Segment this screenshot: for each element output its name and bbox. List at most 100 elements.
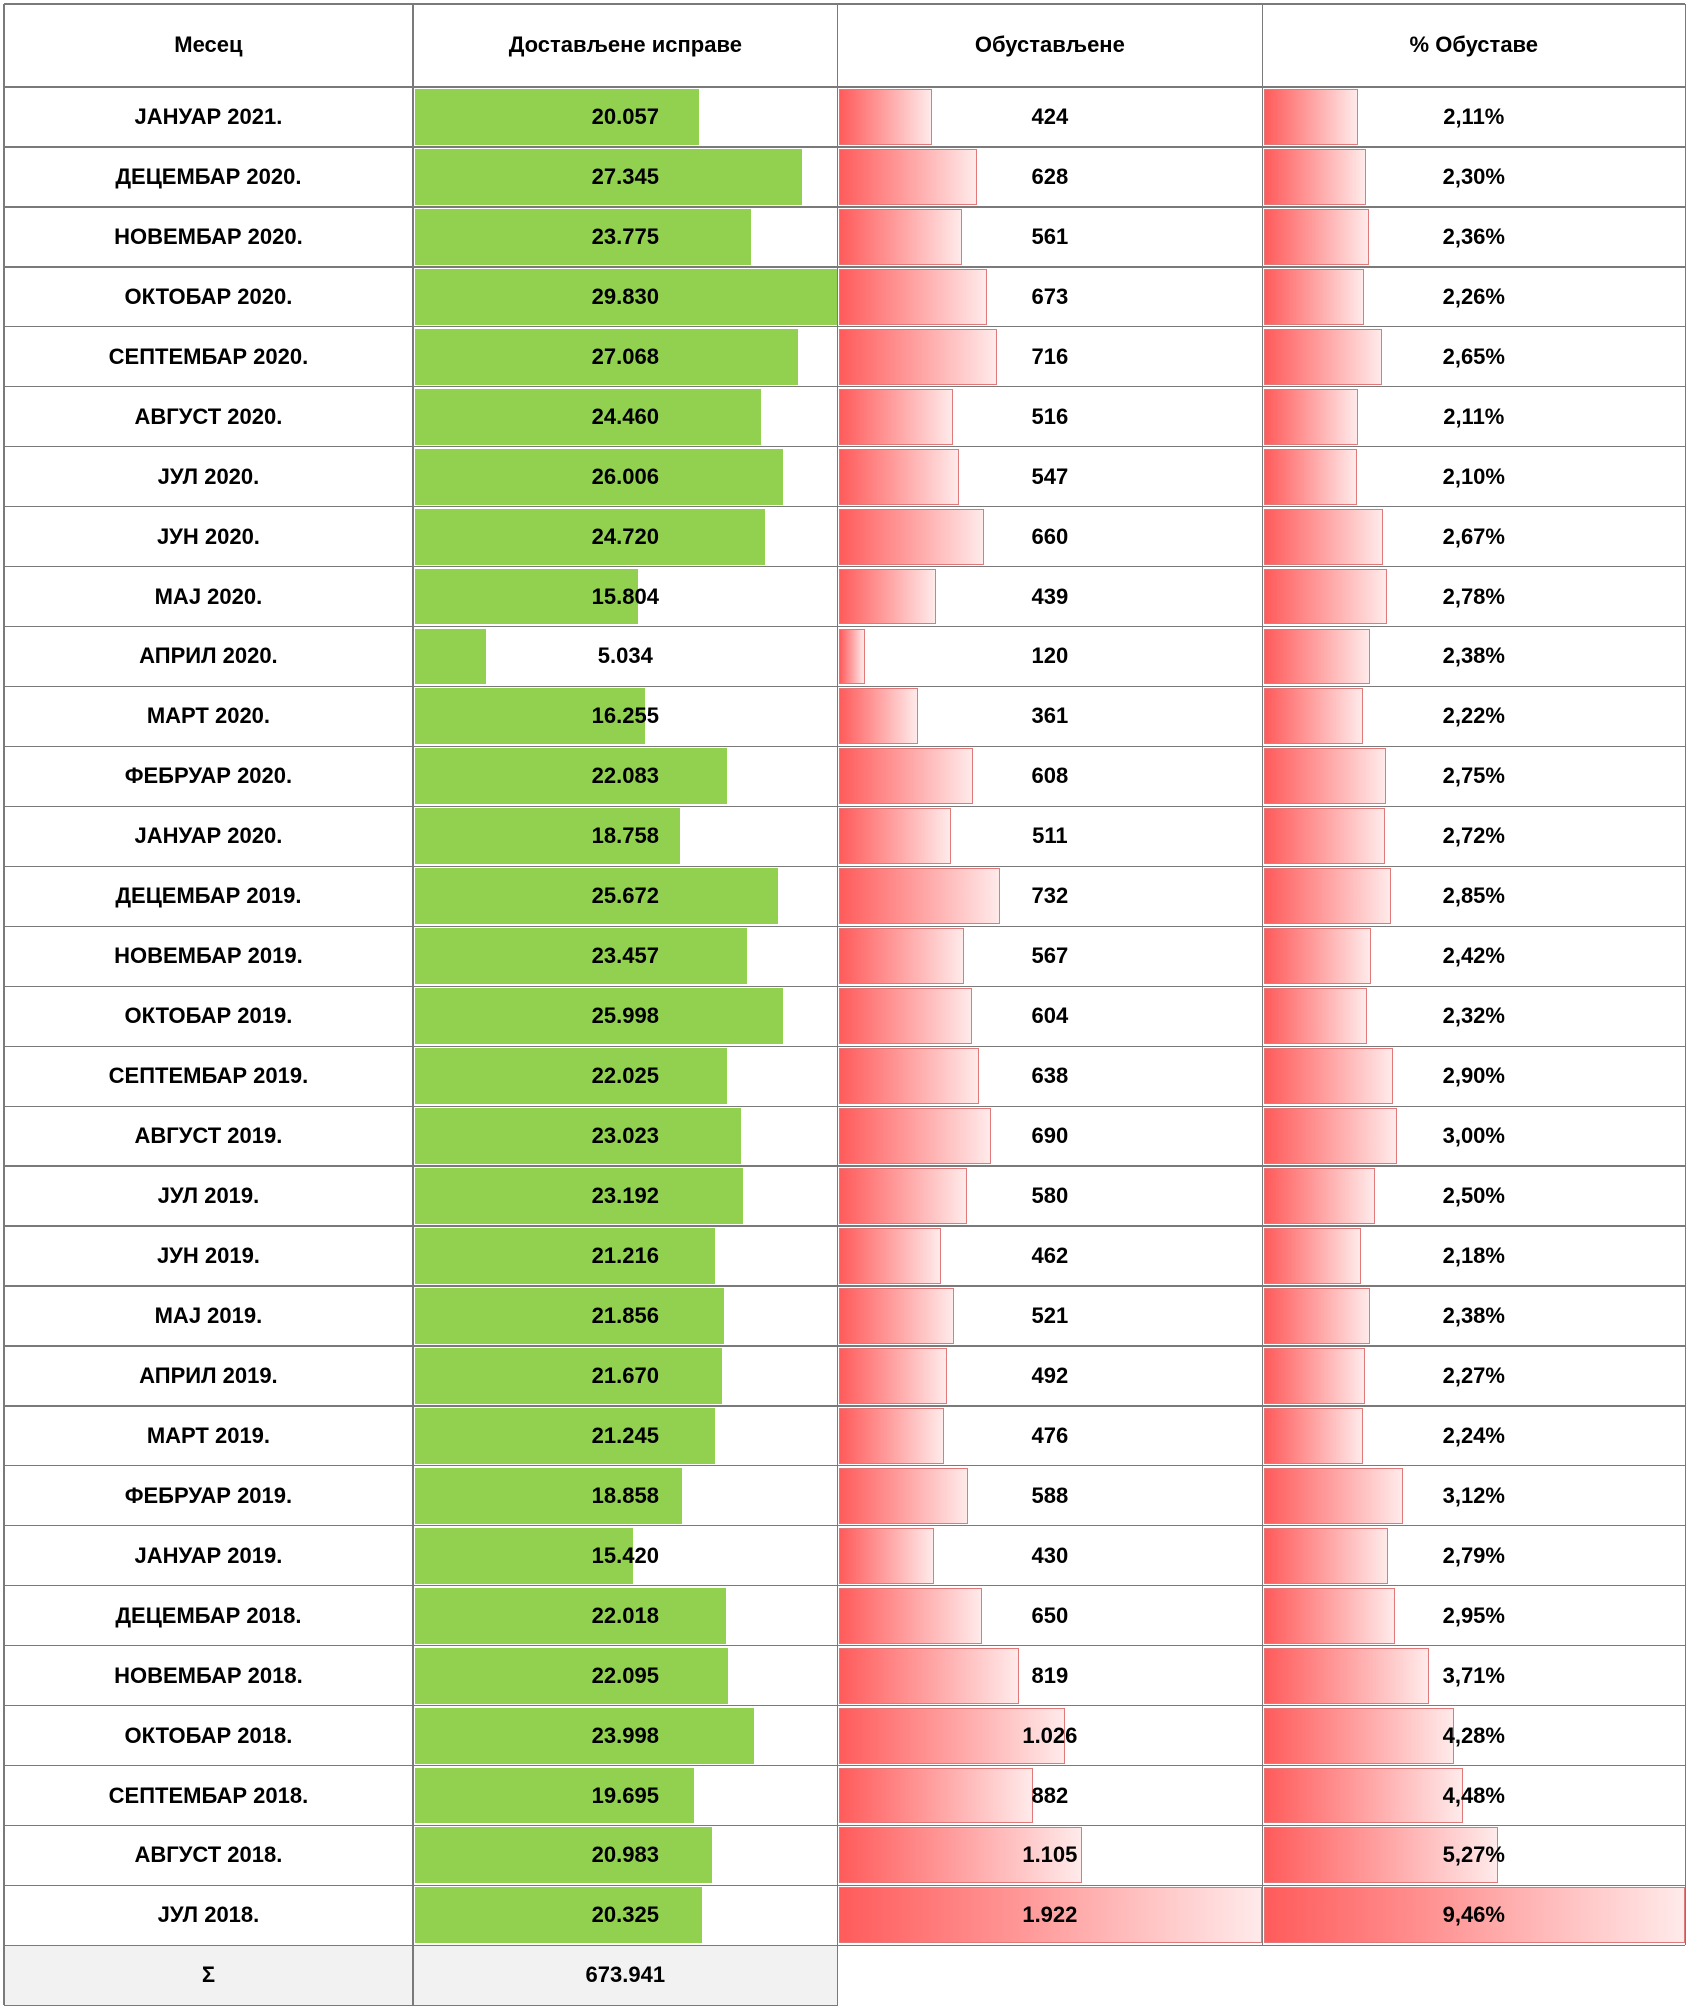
percent-value: 2,11% bbox=[1443, 103, 1505, 129]
delivered-bar bbox=[414, 208, 752, 265]
grid-line-horizontal bbox=[3, 1225, 1686, 1227]
delivered-value: 23.192 bbox=[591, 1183, 659, 1209]
grid-line-vertical bbox=[837, 3, 839, 2006]
percent-bar bbox=[1263, 1287, 1370, 1344]
delivered-value: 5.034 bbox=[597, 643, 653, 669]
percent-value: 2,50% bbox=[1442, 1183, 1505, 1209]
percent-value: 2,67% bbox=[1442, 523, 1505, 549]
delivered-bar bbox=[414, 1467, 682, 1524]
grid-line-horizontal bbox=[3, 1045, 1686, 1047]
delivered-value: 20.325 bbox=[591, 1902, 659, 1928]
month-cell: ЈАНУАР 2019. bbox=[134, 1542, 283, 1568]
month-cell: НОВЕМБАР 2018. bbox=[114, 1662, 303, 1688]
percent-value: 2,30% bbox=[1442, 163, 1505, 189]
summary-label: Σ bbox=[201, 1962, 216, 1988]
suspended-value: 567 bbox=[1031, 943, 1069, 969]
suspended-value: 1.922 bbox=[1022, 1902, 1078, 1928]
percent-bar bbox=[1263, 928, 1372, 985]
grid-line-horizontal bbox=[3, 1405, 1686, 1407]
grid-line-horizontal bbox=[3, 1525, 1686, 1527]
suspended-bar bbox=[839, 88, 933, 145]
grid-line-horizontal bbox=[3, 506, 1686, 508]
month-cell: АВГУСТ 2018. bbox=[134, 1842, 283, 1868]
percent-value: 2,22% bbox=[1442, 703, 1505, 729]
header-suspended: Обустављене bbox=[974, 32, 1125, 58]
grid-line-horizontal bbox=[3, 685, 1686, 688]
suspended-bar bbox=[839, 688, 919, 745]
percent-bar bbox=[1263, 1587, 1396, 1644]
month-cell: МАРТ 2019. bbox=[146, 1422, 271, 1448]
grid-line-horizontal bbox=[3, 3, 1686, 5]
percent-bar bbox=[1263, 1527, 1388, 1584]
month-cell: СЕПТЕМБАР 2020. bbox=[108, 343, 309, 369]
suspended-value: 516 bbox=[1031, 403, 1069, 429]
delivered-value: 22.095 bbox=[591, 1662, 659, 1688]
suspended-value: 561 bbox=[1031, 223, 1069, 249]
suspended-bar bbox=[839, 1887, 1262, 1944]
percent-bar bbox=[1263, 748, 1387, 805]
delivered-bar bbox=[414, 1827, 712, 1884]
suspended-value: 424 bbox=[1031, 103, 1069, 129]
month-cell: СЕПТЕМБАР 2018. bbox=[108, 1782, 309, 1808]
grid-line-horizontal bbox=[3, 925, 1686, 927]
delivered-bar bbox=[414, 448, 783, 505]
suspended-value: 882 bbox=[1031, 1782, 1069, 1808]
percent-bar bbox=[1263, 1827, 1499, 1884]
summary-total: 673.941 bbox=[585, 1962, 666, 1988]
delivered-value: 27.345 bbox=[591, 163, 659, 189]
suspended-value: 547 bbox=[1031, 463, 1069, 489]
delivered-bar bbox=[414, 1168, 744, 1224]
suspended-value: 604 bbox=[1031, 1003, 1069, 1029]
percent-value: 2,38% bbox=[1442, 1302, 1505, 1328]
month-cell: НОВЕМБАР 2019. bbox=[114, 943, 303, 969]
grid-line-horizontal bbox=[3, 1944, 1686, 1947]
delivered-bar bbox=[414, 868, 779, 925]
suspended-bar bbox=[839, 328, 997, 385]
delivered-bar bbox=[414, 508, 765, 565]
suspended-bar bbox=[839, 748, 973, 805]
percent-bar bbox=[1263, 628, 1370, 685]
suspended-value: 819 bbox=[1031, 1662, 1069, 1688]
suspended-value: 361 bbox=[1031, 703, 1069, 729]
month-cell: ЈУН 2019. bbox=[156, 1242, 260, 1268]
percent-value: 3,00% bbox=[1442, 1123, 1505, 1149]
delivered-value: 21.245 bbox=[591, 1422, 659, 1448]
percent-value: 3,12% bbox=[1442, 1482, 1505, 1508]
month-cell: ЈУН 2020. bbox=[156, 523, 260, 549]
grid-line-horizontal bbox=[3, 1704, 1686, 1707]
suspended-bar bbox=[839, 388, 953, 445]
suspended-bar bbox=[839, 808, 952, 865]
percent-value: 9,46% bbox=[1442, 1902, 1505, 1928]
grid-line-horizontal bbox=[3, 1345, 1686, 1347]
percent-bar bbox=[1263, 868, 1391, 925]
summary-label-cell bbox=[3, 1945, 414, 2006]
grid-line-horizontal bbox=[3, 2004, 838, 2007]
percent-bar bbox=[1263, 1108, 1398, 1165]
suspended-bar bbox=[839, 568, 936, 625]
suspended-value: 511 bbox=[1032, 823, 1068, 849]
month-cell: ДЕЦЕМБАР 2020. bbox=[115, 163, 302, 189]
suspended-value: 732 bbox=[1031, 883, 1069, 909]
delivered-bar bbox=[414, 988, 783, 1045]
delivered-value: 22.025 bbox=[591, 1063, 659, 1089]
suspended-value: 673 bbox=[1031, 283, 1069, 309]
month-cell: ЈУЛ 2020. bbox=[157, 463, 260, 489]
suspended-value: 660 bbox=[1031, 523, 1069, 549]
suspended-bar bbox=[839, 1767, 1033, 1824]
delivered-value: 18.858 bbox=[591, 1482, 659, 1508]
grid-line-horizontal bbox=[3, 985, 1686, 987]
percent-bar bbox=[1263, 1707, 1455, 1764]
delivered-value: 29.830 bbox=[591, 283, 659, 309]
delivered-bar bbox=[414, 1887, 703, 1944]
grid-line-horizontal bbox=[3, 386, 1686, 388]
percent-bar bbox=[1263, 388, 1358, 445]
suspended-value: 521 bbox=[1031, 1302, 1069, 1328]
month-cell: МАРТ 2020. bbox=[146, 703, 271, 729]
delivered-bar bbox=[414, 388, 762, 445]
grid-line-vertical bbox=[1261, 3, 1263, 1946]
grid-line-horizontal bbox=[3, 745, 1686, 748]
suspended-value: 628 bbox=[1031, 163, 1069, 189]
delivered-value: 23.998 bbox=[591, 1722, 659, 1748]
percent-bar bbox=[1263, 208, 1369, 265]
